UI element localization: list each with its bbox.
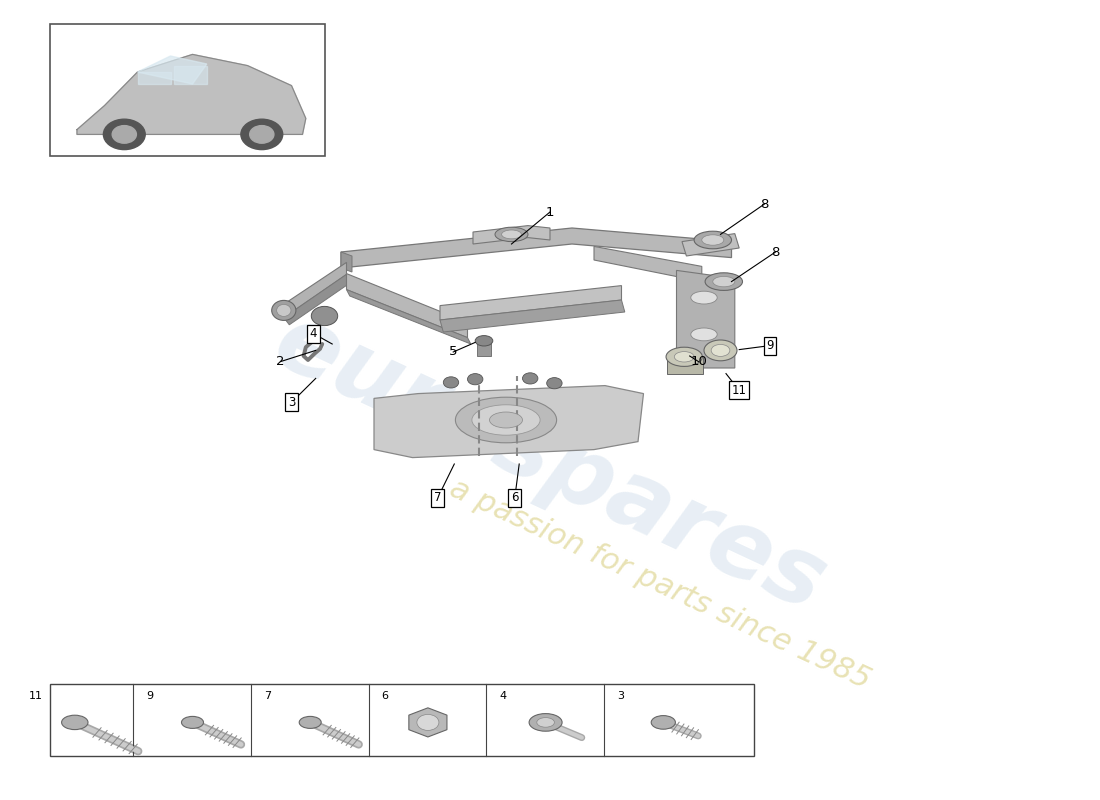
Circle shape <box>468 374 483 385</box>
Polygon shape <box>473 226 550 244</box>
Text: 2: 2 <box>276 355 285 368</box>
Circle shape <box>417 714 439 730</box>
Ellipse shape <box>455 397 557 443</box>
Circle shape <box>250 126 274 143</box>
Polygon shape <box>341 228 732 268</box>
Ellipse shape <box>713 276 735 287</box>
Circle shape <box>311 306 338 326</box>
Circle shape <box>241 119 283 150</box>
Polygon shape <box>374 386 644 458</box>
Text: 9: 9 <box>146 691 153 701</box>
Ellipse shape <box>277 305 290 317</box>
Ellipse shape <box>694 231 732 249</box>
Ellipse shape <box>62 715 88 730</box>
Polygon shape <box>77 54 306 134</box>
Ellipse shape <box>475 335 493 346</box>
Ellipse shape <box>651 715 675 730</box>
Text: 7: 7 <box>264 691 271 701</box>
Text: 7: 7 <box>434 491 441 504</box>
Polygon shape <box>341 252 352 272</box>
Circle shape <box>443 377 459 388</box>
Polygon shape <box>174 66 207 84</box>
Ellipse shape <box>272 301 296 321</box>
Ellipse shape <box>711 344 730 357</box>
Polygon shape <box>346 290 471 344</box>
Text: 4: 4 <box>499 691 506 701</box>
Circle shape <box>522 373 538 384</box>
Polygon shape <box>138 72 170 84</box>
Text: 5: 5 <box>449 346 458 358</box>
Ellipse shape <box>502 230 521 238</box>
Polygon shape <box>440 286 621 320</box>
Polygon shape <box>138 56 207 84</box>
FancyBboxPatch shape <box>50 24 324 156</box>
Ellipse shape <box>691 291 717 304</box>
FancyBboxPatch shape <box>50 684 754 756</box>
FancyBboxPatch shape <box>667 357 703 374</box>
Ellipse shape <box>529 714 562 731</box>
Text: a passion for parts since 1985: a passion for parts since 1985 <box>446 474 874 694</box>
Text: 10: 10 <box>690 355 707 368</box>
Circle shape <box>103 119 145 150</box>
Text: 8: 8 <box>760 198 769 210</box>
Ellipse shape <box>691 328 717 341</box>
Text: 11: 11 <box>29 691 43 701</box>
Polygon shape <box>440 300 625 332</box>
Ellipse shape <box>667 347 703 366</box>
Ellipse shape <box>705 273 742 290</box>
Text: 4: 4 <box>310 327 317 340</box>
Text: 9: 9 <box>767 339 773 352</box>
Polygon shape <box>409 708 447 737</box>
Text: 11: 11 <box>732 384 747 397</box>
Polygon shape <box>594 246 702 282</box>
Polygon shape <box>676 270 735 368</box>
Text: 8: 8 <box>771 246 780 258</box>
Text: 6: 6 <box>512 491 518 504</box>
Polygon shape <box>280 262 346 318</box>
FancyBboxPatch shape <box>477 342 491 356</box>
Circle shape <box>112 126 136 143</box>
Ellipse shape <box>704 340 737 361</box>
Ellipse shape <box>674 351 694 362</box>
Polygon shape <box>346 274 468 338</box>
Text: 3: 3 <box>617 691 624 701</box>
Ellipse shape <box>182 717 204 728</box>
Text: eurospares: eurospares <box>260 296 840 632</box>
Circle shape <box>547 378 562 389</box>
Polygon shape <box>284 274 352 325</box>
Ellipse shape <box>472 405 540 435</box>
Text: 1: 1 <box>546 206 554 218</box>
Ellipse shape <box>299 717 321 728</box>
Ellipse shape <box>537 718 554 727</box>
Text: 3: 3 <box>288 396 295 409</box>
Polygon shape <box>682 234 739 256</box>
Ellipse shape <box>702 235 724 245</box>
Text: 6: 6 <box>382 691 388 701</box>
Ellipse shape <box>495 227 528 242</box>
Ellipse shape <box>490 412 522 428</box>
